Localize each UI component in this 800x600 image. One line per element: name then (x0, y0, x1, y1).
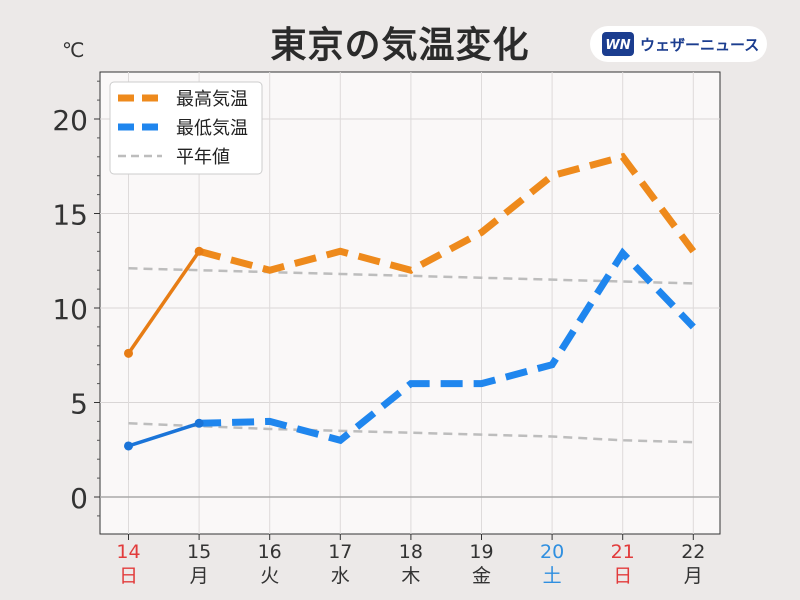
x-tick-label-weekday: 金 (472, 565, 491, 587)
brand-badge: WN ウェザーニュース (590, 26, 767, 62)
y-tick-label: 20 (52, 104, 88, 137)
x-tick-label-date: 15 (187, 541, 211, 563)
x-tick-label-weekday: 日 (613, 565, 632, 587)
y-tick-label: 10 (52, 293, 88, 326)
data-point-max (124, 348, 133, 358)
series-line-min-observed (127, 421, 200, 448)
series-line-max-observed (127, 250, 201, 355)
legend-box (109, 81, 263, 175)
x-tick-label-date: 21 (611, 541, 635, 563)
x-tick-label-date: 16 (258, 541, 282, 563)
x-tick-label-date: 18 (399, 541, 423, 563)
legend-label: 平年値 (176, 147, 230, 168)
data-point-min (124, 441, 133, 451)
y-axis-unit: ℃ (62, 38, 85, 62)
legend-label: 最高気温 (176, 89, 248, 110)
data-point-min (194, 418, 204, 428)
brand-name: ウェザーニュース (640, 35, 760, 54)
legend-label: 最低気温 (176, 118, 248, 139)
y-tick-label: 15 (52, 199, 88, 232)
series-line-normal_min (128, 422, 694, 444)
x-tick-label-date: 20 (540, 541, 564, 563)
x-tick-label-date: 14 (116, 541, 140, 563)
x-tick-label-weekday: 月 (684, 565, 703, 587)
x-tick-label-weekday: 火 (260, 565, 279, 587)
y-tick-label: 5 (70, 388, 88, 421)
weathernews-logo-icon: WN (602, 32, 634, 56)
data-point-max (194, 246, 204, 256)
series-line-normal_max (128, 267, 694, 285)
series-line-min-forecast (199, 247, 696, 445)
x-tick-label-weekday: 月 (190, 565, 209, 587)
series-line-max-forecast (198, 152, 697, 274)
x-tick-label-weekday: 水 (331, 565, 350, 587)
y-tick-label: 0 (70, 482, 88, 515)
x-tick-label-weekday: 日 (119, 565, 138, 587)
x-tick-label-weekday: 土 (543, 565, 562, 587)
x-tick-label-date: 19 (469, 541, 493, 563)
x-tick-label-date: 17 (328, 541, 352, 563)
y-tick-labels: 0 5 10 15 20 (52, 104, 88, 515)
x-tick-label-date: 22 (681, 541, 705, 563)
logo-text: WN (605, 38, 630, 53)
x-tick-label-weekday: 木 (401, 565, 420, 587)
y-minor-ticks (97, 80, 100, 517)
chart-title: 東京の気温変化 (270, 25, 530, 66)
series-group (124, 152, 697, 451)
